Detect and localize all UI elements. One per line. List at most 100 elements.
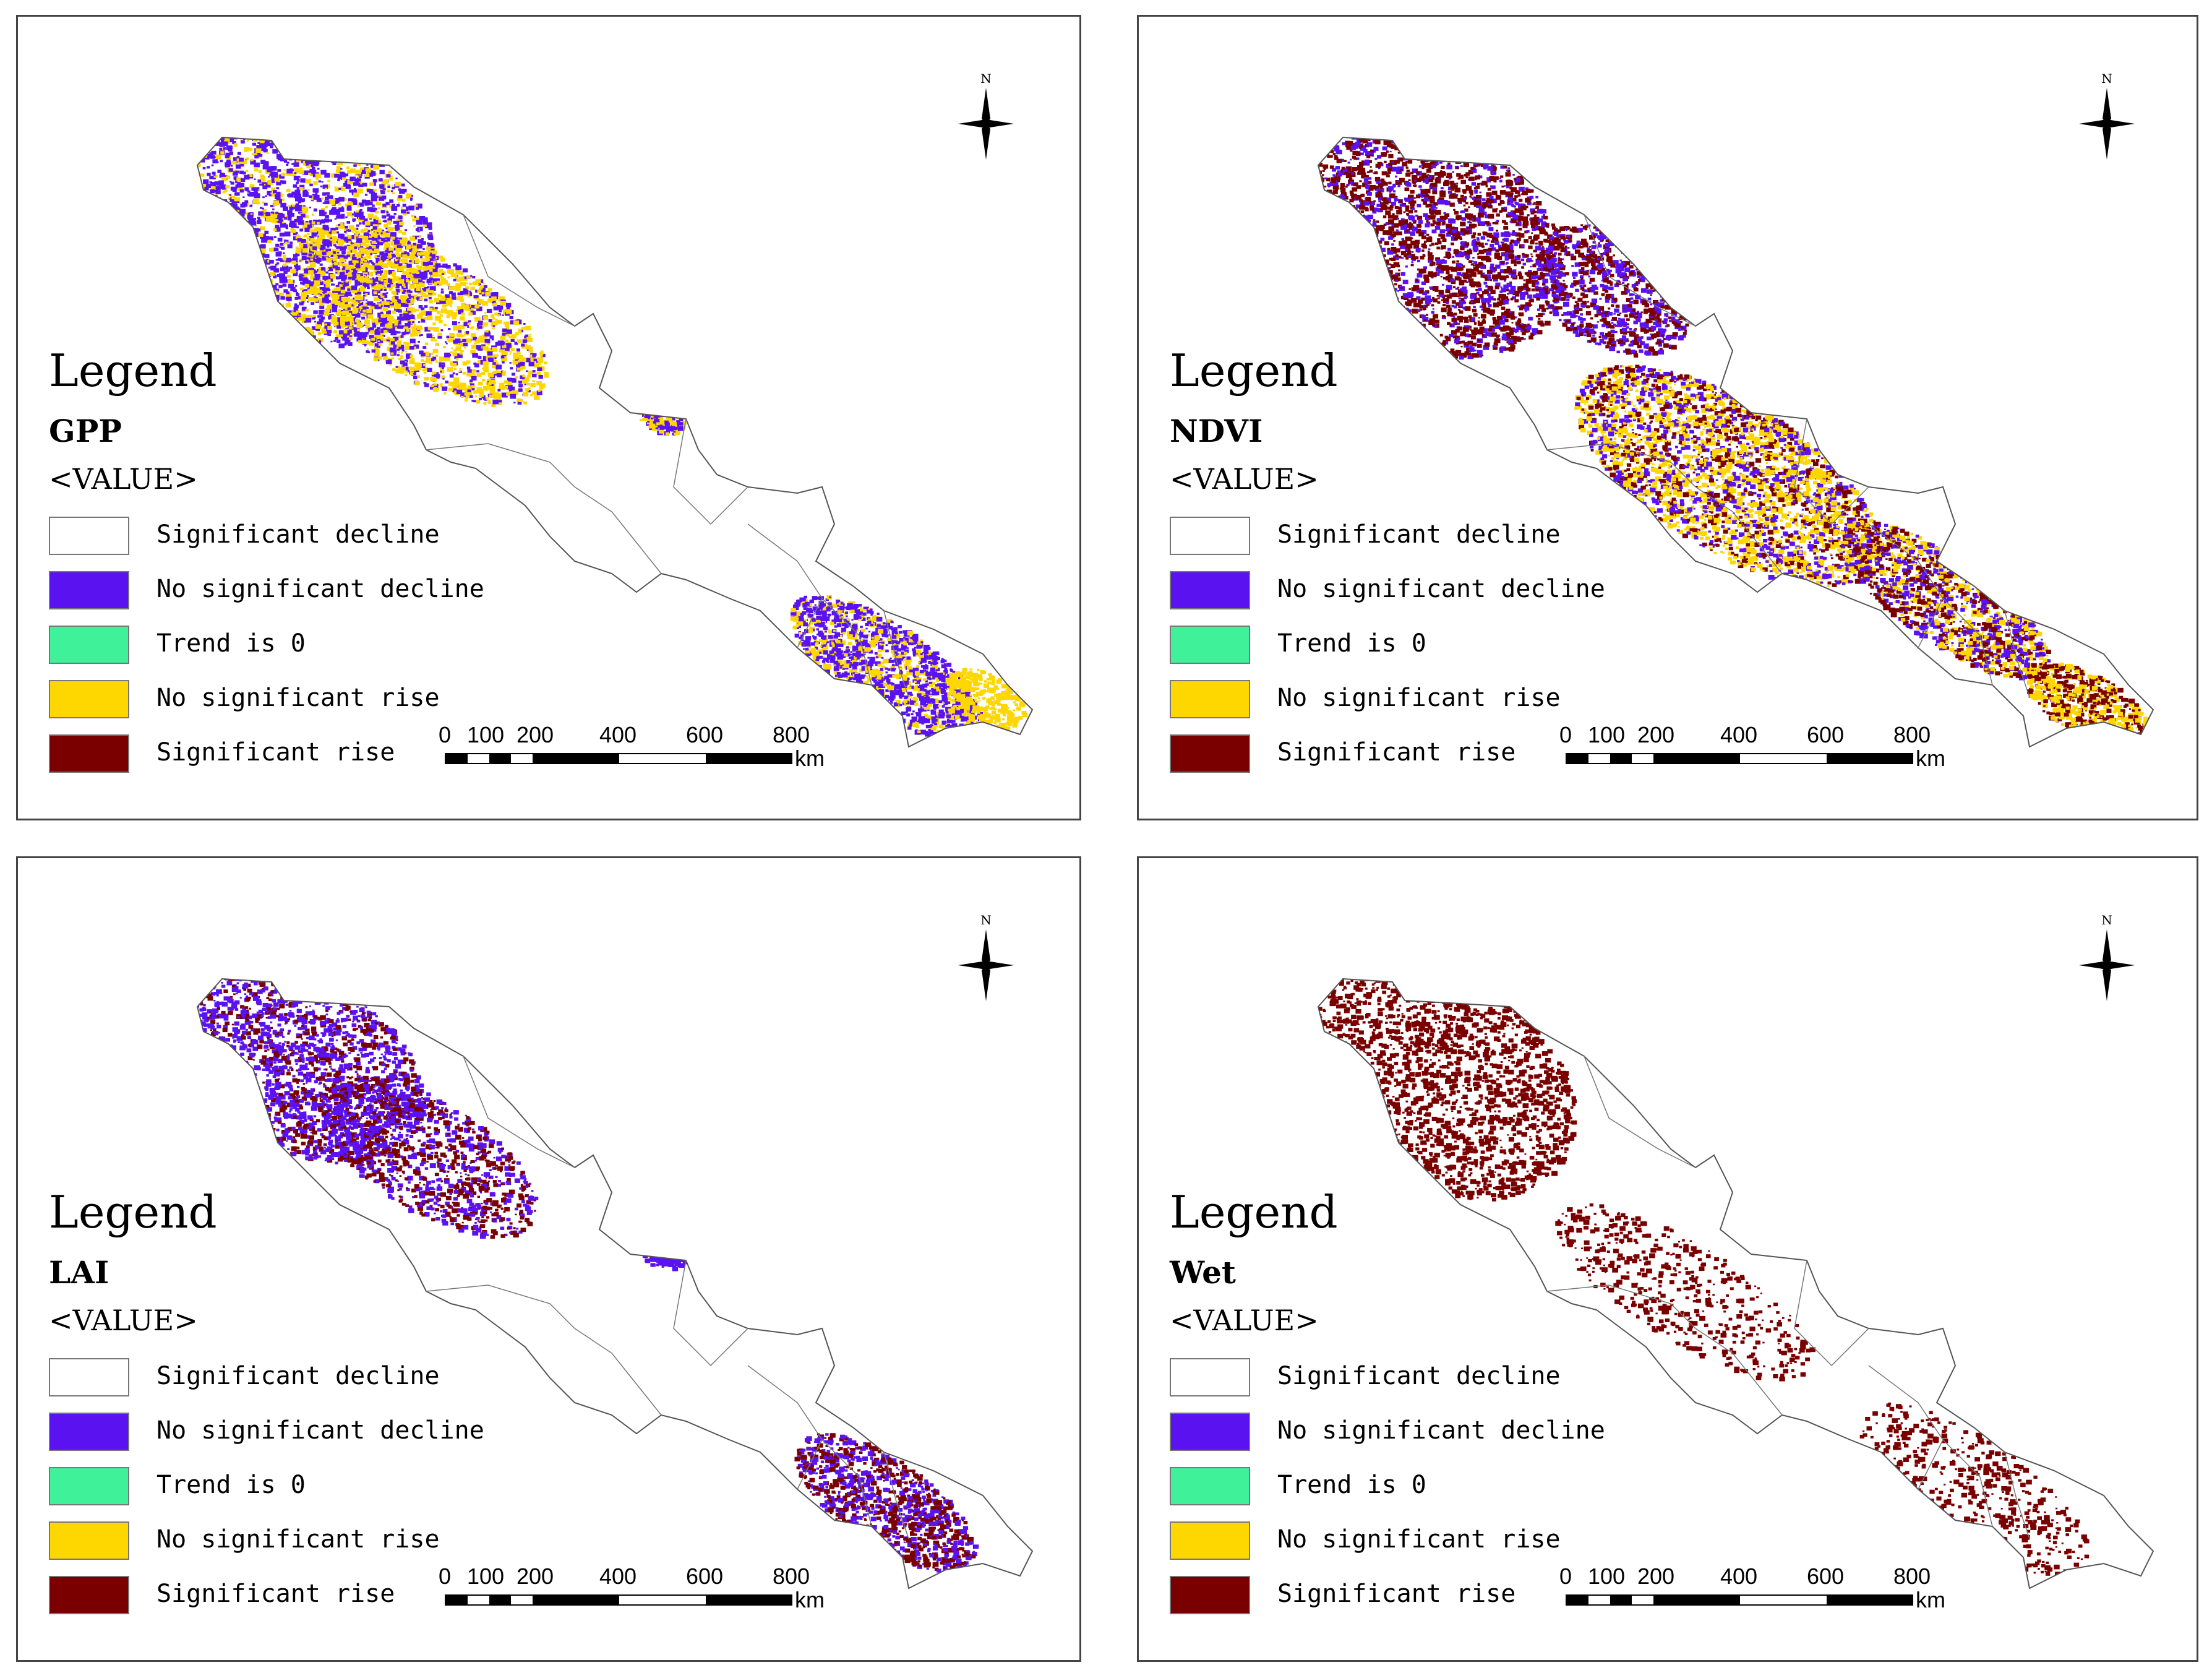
legend-variable: LAI: [49, 1254, 109, 1291]
county-boundary: [673, 1260, 748, 1367]
scale-tick-label: 800: [1893, 722, 1931, 748]
legend-item-label: No significant decline: [156, 1416, 484, 1445]
scale-segment: [489, 754, 511, 763]
legend-item-label: Trend is 0: [156, 1471, 306, 1499]
scale-segment: [706, 1596, 792, 1604]
scale-unit: km: [795, 746, 825, 772]
legend-variable: GPP: [49, 413, 122, 449]
legend-swatch: [1170, 1413, 1250, 1451]
map-panel-lai: N Legend LAI <VALUE> Significant decline No s…: [16, 856, 1081, 1662]
north-arrow-icon: N: [2073, 69, 2141, 162]
county-boundary: [1942, 598, 1993, 686]
legend-item: Trend is 0: [49, 626, 482, 666]
legend-item: Significant rise: [49, 1576, 482, 1617]
north-arrow-icon: N: [952, 911, 1020, 1004]
region-map: [1317, 136, 2154, 748]
legend-swatch: [49, 734, 129, 773]
county-boundary: [747, 1365, 823, 1490]
scale-track: [445, 753, 792, 764]
legend-swatch: [1170, 626, 1250, 664]
legend-item: Trend is 0: [1170, 1467, 1603, 1508]
legend-swatch: [49, 571, 129, 609]
legend-swatch: [1170, 1467, 1250, 1505]
legend-variable: Wet: [1170, 1254, 1236, 1291]
scale-tick-label: 200: [517, 722, 554, 748]
legend-swatch: [49, 1467, 129, 1505]
legend-swatch: [1170, 734, 1250, 773]
scale-segment: [533, 754, 619, 763]
map-panel-ndvi: N Legend NDVI <VALUE> Significant decline No …: [1137, 15, 2198, 820]
region-boundary: [1317, 136, 2154, 748]
legend-item: No significant decline: [1170, 571, 1605, 612]
legend-swatch: [49, 680, 129, 718]
legend-item: Trend is 0: [49, 1467, 482, 1508]
scale-bar: 0 100 200 400 600 800 km: [439, 1564, 828, 1613]
county-boundary: [1584, 1056, 1696, 1168]
scale-tick-label: 100: [1588, 722, 1625, 748]
legend-swatch: [49, 1521, 129, 1560]
legend-item: No significant rise: [49, 680, 482, 721]
legend-value-label: <VALUE>: [49, 462, 198, 496]
legend-item: No significant rise: [1170, 1521, 1603, 1562]
north-arrow-icon: N: [2073, 911, 2141, 1004]
legend-swatch: [49, 1413, 129, 1451]
legend-item-label: Significant decline: [156, 1362, 440, 1390]
scale-tick-label: 400: [1720, 1564, 1757, 1590]
legend-value-label: <VALUE>: [49, 1304, 198, 1337]
scale-segment: [1653, 1596, 1740, 1604]
legend-item-label: Significant decline: [156, 520, 440, 549]
legend-swatch: [1170, 517, 1250, 555]
county-boundary: [1695, 1328, 1783, 1416]
legend-item-label: No significant decline: [1277, 575, 1605, 603]
legend-swatch: [49, 1576, 129, 1614]
scale-track: [1566, 1594, 1913, 1606]
legend-item-label: Significant decline: [1277, 520, 1561, 549]
legend-item: No significant rise: [49, 1521, 482, 1562]
scale-tick-label: 100: [467, 722, 504, 748]
county-boundary: [574, 486, 662, 574]
county-boundary: [883, 1452, 909, 1539]
north-label: N: [2101, 913, 2112, 927]
legend-swatch: [49, 626, 129, 664]
county-boundary: [673, 418, 748, 525]
legend-item-label: No significant rise: [156, 684, 440, 712]
legend-item-label: Trend is 0: [1277, 1471, 1426, 1499]
scale-segment: [1827, 754, 1913, 763]
county-boundary: [821, 1439, 872, 1527]
scale-segment: [446, 754, 468, 763]
county-boundary: [1794, 418, 1869, 525]
map-panel-wet: N Legend Wet <VALUE> Significant decline No s…: [1137, 856, 2198, 1662]
scale-segment: [489, 1596, 511, 1604]
legend-swatch: [1170, 1358, 1250, 1396]
county-boundary: [463, 1056, 575, 1168]
scale-unit: km: [1916, 1587, 1945, 1613]
county-boundary: [426, 1284, 575, 1329]
legend-item-label: Trend is 0: [156, 629, 306, 658]
legend-item: Significant rise: [1170, 1576, 1603, 1617]
legend-item: Significant decline: [1170, 517, 1603, 557]
north-label: N: [2101, 71, 2112, 86]
legend-item: Trend is 0: [1170, 626, 1603, 666]
scale-tick-label: 200: [1637, 722, 1674, 748]
region-boundary: [1317, 978, 2154, 1590]
region-map: [196, 136, 1034, 748]
scale-tick-label: 400: [599, 1564, 637, 1590]
county-boundary: [2004, 1452, 2030, 1539]
legend-swatch: [1170, 680, 1250, 718]
scale-segment: [1588, 754, 1610, 763]
county-boundary: [1794, 1260, 1869, 1367]
scale-segment: [1567, 1596, 1588, 1604]
scale-tick-label: 0: [1559, 1564, 1572, 1590]
scale-segment: [1610, 754, 1632, 763]
county-boundary: [1546, 443, 1696, 488]
legend-item: No significant decline: [1170, 1413, 1605, 1453]
legend-item-label: No significant decline: [156, 575, 484, 603]
scale-track: [445, 1594, 792, 1606]
scale-tick-label: 200: [517, 1564, 554, 1590]
scale-segment: [1588, 1596, 1610, 1604]
legend-item: Significant decline: [49, 1358, 482, 1399]
scale-segment: [1740, 1596, 1827, 1604]
scale-segment: [1740, 754, 1827, 763]
scale-segment: [468, 754, 489, 763]
north-label: N: [980, 913, 992, 927]
